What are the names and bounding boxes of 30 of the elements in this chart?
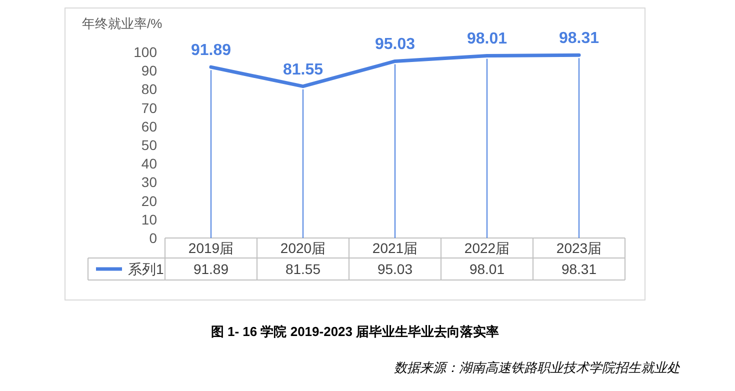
data-label: 98.01: [466, 30, 508, 48]
text: 81.55: [285, 261, 321, 277]
y-tick-label: 60: [141, 118, 158, 134]
text: 95.03: [377, 261, 413, 277]
y-tick-label: 20: [141, 192, 158, 209]
source-note: 数据来源：湖南高速铁路职业技术学院招生就业处: [394, 360, 681, 375]
legend-label: 系列1: [128, 261, 164, 277]
data-label: 95.03: [374, 36, 416, 54]
y-axis-title: 年终就业率/%: [82, 16, 163, 31]
x-tick-label: 2020届: [280, 240, 326, 256]
text: 91.89: [193, 261, 229, 277]
y-tick-label: 100: [134, 44, 158, 60]
y-tick-label: 70: [141, 100, 158, 116]
y-tick-label: 50: [141, 137, 158, 153]
y-tick-label: 90: [141, 62, 158, 79]
x-tick-label: 2022届: [464, 240, 510, 256]
x-tick-label: 2023届: [556, 240, 602, 256]
y-tick-label: 10: [141, 211, 158, 228]
data-label: 98.31: [558, 30, 600, 48]
x-tick-label: 2019届: [188, 240, 234, 256]
y-tick-label: 80: [141, 81, 158, 98]
data-label: 81.55: [282, 61, 324, 78]
text: 98.31: [561, 261, 597, 277]
x-tick-label: 2021届: [372, 240, 418, 256]
y-tick-label: 0: [149, 230, 158, 246]
text: 图 1- 16 学院 2019-2023 届毕业生毕业去向落实率: [210, 324, 500, 339]
y-tick-label: 40: [141, 156, 158, 172]
text: 98.01: [469, 261, 505, 277]
data-label: 91.89: [190, 42, 232, 60]
y-tick-label: 30: [141, 174, 158, 190]
